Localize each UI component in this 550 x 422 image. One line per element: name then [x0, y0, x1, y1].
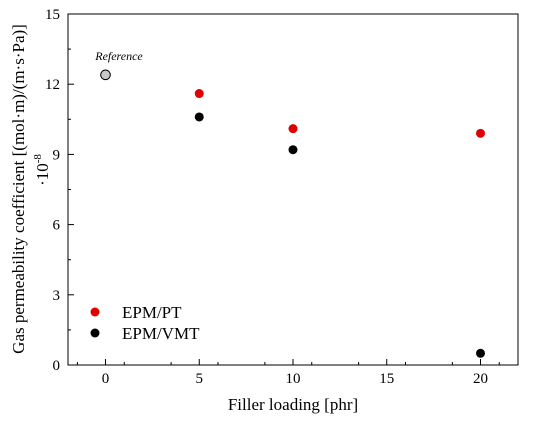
x-tick-label: 10 — [286, 371, 301, 387]
x-tick-label: 15 — [379, 371, 394, 387]
y-tick-label: 15 — [45, 7, 60, 23]
legend-marker-epm-pt — [90, 307, 100, 317]
svg-text:·10-8: ·10-8 — [32, 154, 52, 186]
y-axis-multiplier: ·10-8 — [32, 154, 52, 186]
y-tick-label: 3 — [53, 288, 61, 304]
legend-label-epm-vmt: EPM/VMT — [122, 324, 200, 343]
x-axis-ticks: 0 5 10 15 20 — [76, 359, 500, 387]
legend-marker-epm-vmt — [90, 328, 100, 338]
point-epm-vmt — [476, 348, 485, 358]
y-tick-label: 12 — [45, 77, 60, 93]
x-tick-label: 5 — [196, 371, 204, 387]
reference-point — [100, 69, 111, 81]
x-tick-label: 0 — [102, 371, 110, 387]
y-axis-multiplier-base: ·10 — [33, 163, 52, 186]
y-axis-label: Gas permeability coefficient [(mol·m)/(m… — [9, 24, 28, 354]
legend: EPM/PT EPM/VMT — [90, 303, 200, 343]
y-tick-label: 6 — [53, 218, 61, 234]
y-axis-ticks: 0 3 6 9 12 15 — [45, 7, 74, 374]
y-tick-label: 9 — [53, 147, 61, 163]
x-tick-label: 20 — [473, 371, 488, 387]
x-axis-label: Filler loading [phr] — [228, 395, 358, 414]
y-axis-multiplier-exponent: -8 — [32, 154, 44, 164]
legend-label-epm-pt: EPM/PT — [122, 303, 182, 322]
point-epm-pt — [194, 89, 204, 99]
reference-label: Reference — [94, 49, 143, 63]
y-tick-label: 0 — [53, 358, 61, 374]
point-epm-vmt — [288, 145, 298, 155]
data-points — [100, 69, 485, 358]
point-epm-vmt — [194, 112, 204, 122]
point-epm-pt — [476, 128, 485, 138]
point-epm-pt — [288, 124, 298, 134]
